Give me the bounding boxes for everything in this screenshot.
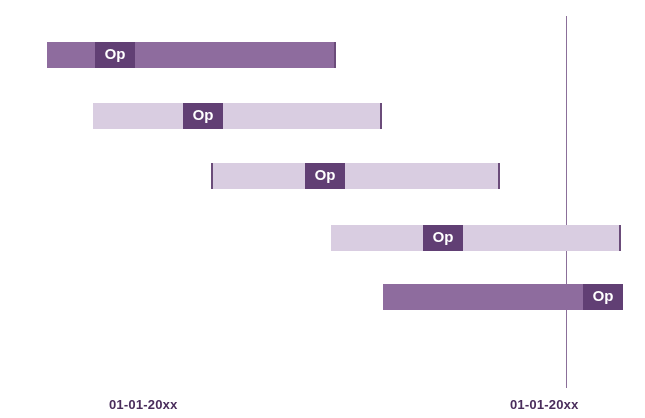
bar-label-1: Op [95, 42, 135, 68]
start-date-label: 01-01-20xx [109, 397, 178, 412]
bar-label-2: Op [183, 103, 223, 129]
bar-label-5: Op [583, 284, 623, 310]
timeline-bar-2: Op [93, 103, 382, 129]
end-date-label: 01-01-20xx [510, 397, 579, 412]
bar-label-3: Op [305, 163, 345, 189]
timeline-bar-3: Op [211, 163, 500, 189]
bar-label-4: Op [423, 225, 463, 251]
timeline-bar-1: Op [47, 42, 336, 68]
timeline-bar-5: Op [383, 284, 623, 310]
timeline-bar-4: Op [331, 225, 621, 251]
reference-date-line [566, 16, 567, 388]
